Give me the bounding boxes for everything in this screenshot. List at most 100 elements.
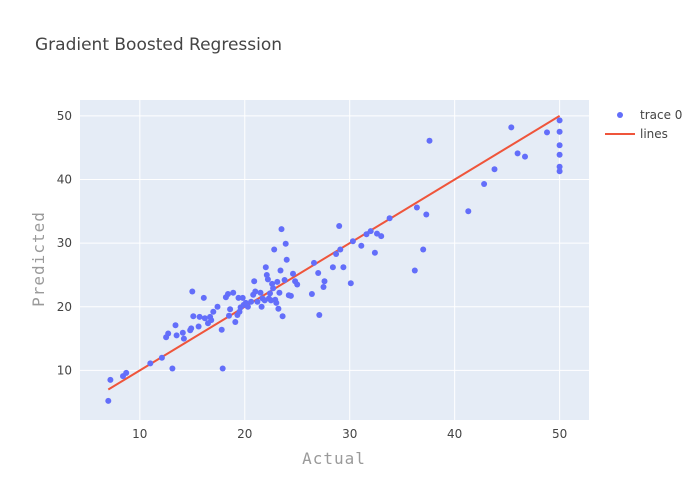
- scatter-point: [278, 226, 285, 233]
- x-tick-label: 30: [342, 427, 357, 441]
- scatter-point: [252, 288, 259, 295]
- scatter-point: [277, 267, 284, 274]
- scatter-point: [465, 208, 472, 215]
- scatter-point: [219, 365, 226, 372]
- y-tick-label: 20: [57, 300, 72, 314]
- scatter-point: [123, 369, 130, 376]
- scatter-point: [251, 278, 258, 285]
- scatter-point: [239, 294, 246, 301]
- scatter-point: [411, 267, 418, 274]
- scatter-point: [196, 313, 203, 320]
- scatter-point: [244, 303, 251, 310]
- scatter-point: [248, 298, 255, 305]
- scatter-point: [158, 354, 165, 361]
- scatter-point: [283, 256, 290, 263]
- scatter-point: [254, 298, 261, 305]
- scatter-point: [147, 360, 154, 367]
- legend-marker-swatch: [617, 112, 623, 118]
- y-tick-label: 40: [57, 173, 72, 187]
- scatter-point: [556, 128, 563, 135]
- scatter-point: [262, 264, 269, 271]
- scatter-point: [235, 294, 242, 301]
- scatter-point: [173, 332, 180, 339]
- scatter-point: [315, 270, 322, 276]
- y-axis-title: Predicted: [29, 211, 48, 307]
- legend-item-lines[interactable]: lines: [605, 127, 668, 141]
- scatter-point: [367, 228, 374, 235]
- scatter-point: [169, 365, 176, 372]
- scatter-point: [321, 278, 328, 285]
- legend-label: trace 0: [640, 108, 682, 122]
- scatter-point: [556, 142, 563, 149]
- gridlines: [80, 100, 589, 420]
- legend-label: lines: [640, 127, 668, 141]
- scatter-point: [426, 137, 433, 144]
- scatter-point: [320, 284, 327, 290]
- y-tick-label: 10: [57, 363, 72, 377]
- scatter-point: [363, 231, 370, 238]
- scatter-point: [544, 129, 550, 136]
- scatter-point: [308, 291, 315, 297]
- x-axis-ticks: 10 20 30 40 50: [132, 427, 567, 441]
- scatter-point: [225, 291, 231, 297]
- scatter-point: [276, 289, 283, 296]
- x-tick-label: 40: [447, 427, 462, 441]
- scatter-point: [210, 308, 217, 315]
- scatter-point: [420, 246, 427, 253]
- scatter-point: [522, 153, 528, 160]
- scatter-point: [349, 238, 356, 245]
- y-tick-label: 30: [57, 236, 72, 250]
- scatter-point: [556, 151, 563, 158]
- scatter-point: [282, 240, 289, 247]
- y-axis-ticks: 10 20 30 40 50: [57, 109, 72, 377]
- scatter-point: [257, 289, 264, 296]
- scatter-point: [333, 251, 340, 257]
- x-tick-label: 10: [132, 427, 147, 441]
- scatter-point: [556, 168, 563, 175]
- scatter-point: [273, 299, 280, 306]
- scatter-point: [270, 285, 277, 292]
- scatter-point: [190, 313, 197, 320]
- scatter-series: [105, 117, 563, 404]
- scatter-point: [481, 181, 488, 187]
- scatter-point: [556, 163, 563, 170]
- x-tick-label: 20: [237, 427, 252, 441]
- scatter-point: [378, 233, 385, 240]
- scatter-point: [230, 289, 237, 296]
- scatter-point: [165, 330, 172, 337]
- scatter-point: [311, 259, 317, 266]
- plot-area: [80, 100, 589, 420]
- scatter-point: [274, 278, 281, 285]
- scatter-point: [336, 223, 343, 229]
- scatter-point: [208, 317, 215, 324]
- scatter-point: [491, 166, 498, 173]
- scatter-point: [214, 303, 221, 310]
- scatter-point: [107, 376, 114, 383]
- scatter-point: [358, 242, 365, 249]
- scatter-point: [423, 211, 430, 218]
- scatter-point: [279, 313, 286, 320]
- scatter-point: [188, 325, 195, 332]
- scatter-point: [347, 280, 354, 287]
- scatter-point: [189, 288, 196, 295]
- scatter-point: [271, 246, 278, 253]
- x-tick-label: 50: [552, 427, 567, 441]
- scatter-point: [267, 290, 273, 297]
- scatter-point: [340, 264, 347, 271]
- scatter-point: [227, 306, 234, 313]
- y-tick-label: 50: [57, 109, 72, 123]
- legend[interactable]: trace 0 lines: [605, 108, 682, 141]
- scatter-point: [226, 312, 232, 319]
- scatter-point: [337, 246, 344, 253]
- scatter-point: [514, 150, 521, 157]
- scatter-point: [290, 270, 296, 277]
- x-axis-title: Actual: [302, 449, 366, 468]
- legend-item-trace-0[interactable]: trace 0: [617, 108, 682, 122]
- scatter-point: [329, 264, 336, 271]
- scatter-point: [287, 292, 294, 299]
- scatter-point: [232, 319, 239, 325]
- scatter-point: [179, 329, 186, 336]
- chart-title: Gradient Boosted Regression: [35, 35, 282, 55]
- scatter-point: [316, 312, 323, 318]
